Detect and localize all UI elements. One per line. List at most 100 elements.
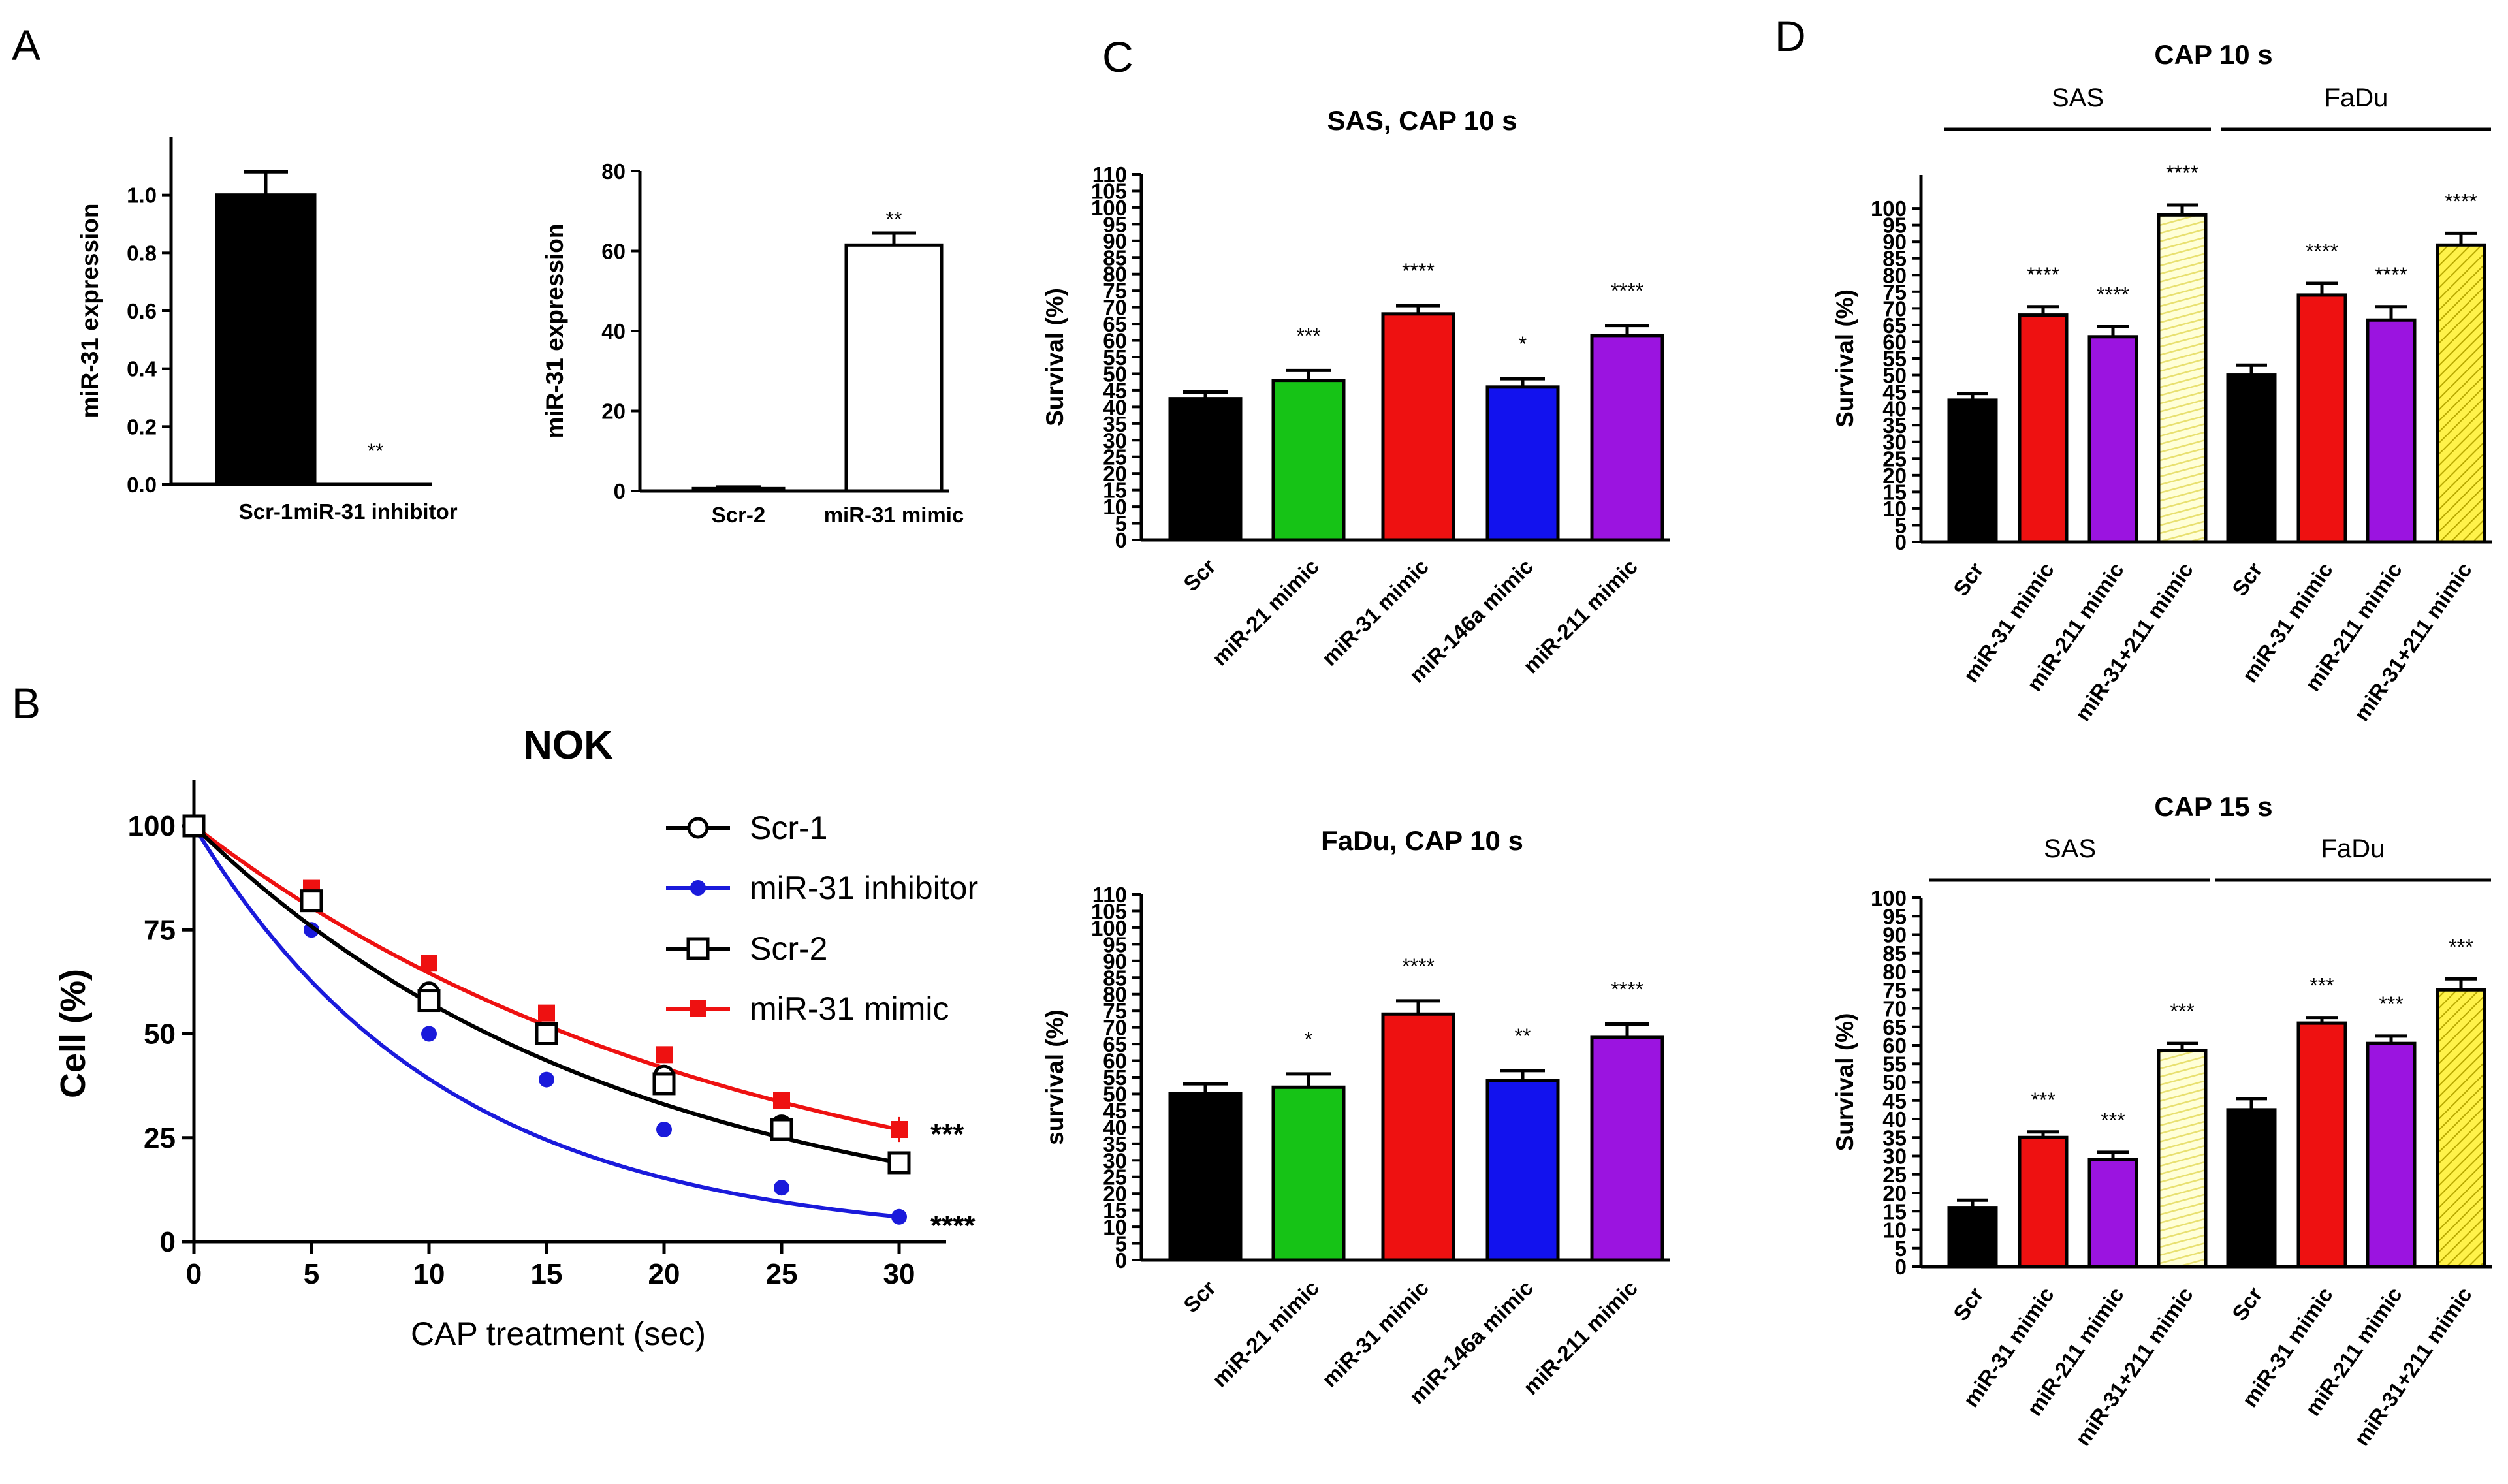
category-label: miR-31 inhibitor	[293, 499, 457, 524]
significance-label: *	[1305, 1028, 1312, 1051]
y-tick-label: 60	[601, 240, 626, 264]
significance-label: ****	[2445, 189, 2477, 213]
y-tick-label: 30	[1882, 430, 1907, 454]
y-tick-label: 35	[1103, 1132, 1127, 1156]
y-tick-label: 0	[1115, 1248, 1127, 1272]
y-tick-label: 40	[1882, 397, 1907, 421]
y-tick-label: 95	[1882, 904, 1907, 928]
y-tick-label: 15	[1103, 1199, 1127, 1223]
significance-label: ***	[1296, 324, 1320, 347]
chart-title: CAP 10 s	[2154, 39, 2272, 70]
y-tick-label: 105	[1091, 899, 1127, 923]
y-tick-label: 45	[1103, 1099, 1127, 1123]
y-tick-label: 55	[1882, 1052, 1907, 1076]
y-tick-label: 90	[1103, 949, 1127, 973]
y-tick-label: 75	[1103, 999, 1127, 1023]
data-point	[891, 1121, 908, 1139]
chart-d2-cap15: CAP 15 s 05101520253035404550556065707580…	[1832, 791, 2492, 1450]
category-label: miR-21 mimic	[1207, 1276, 1324, 1392]
y-tick-label: 60	[1103, 1049, 1127, 1073]
category-label: Scr	[2227, 1283, 2267, 1325]
y-tick-label: 0.4	[127, 357, 157, 381]
y-tick-label: 70	[1103, 296, 1127, 320]
y-tick-label: 0.2	[127, 415, 157, 439]
y-tick-label: 20	[1103, 1182, 1127, 1206]
bar	[2157, 213, 2208, 544]
data-point	[304, 922, 319, 938]
y-axis-label: survival (%)	[1041, 1009, 1068, 1145]
bar	[1947, 1206, 1998, 1269]
y-tick-label: 25	[1103, 1165, 1127, 1190]
panel-label-b: B	[12, 679, 40, 727]
y-tick-label: 20	[1882, 464, 1907, 488]
x-tick-label: 10	[413, 1258, 445, 1290]
significance-label: *	[1519, 332, 1527, 356]
y-tick-label: 80	[601, 159, 626, 183]
category-label: miR-31+211 mimic	[2071, 558, 2198, 725]
y-tick-label: 30	[1103, 428, 1127, 452]
y-axis-label: Survival (%)	[1041, 288, 1068, 426]
y-tick-label: 10	[1882, 497, 1907, 521]
y-tick-label: 110	[1092, 883, 1127, 907]
significance-label: ***	[2031, 1088, 2055, 1112]
y-tick-label: 80	[1103, 983, 1127, 1007]
chart-a1-inhibitor-expression: 0.0 0.2 0.4 0.6 0.8 1.0 miR-31 expression Scr-1…	[76, 137, 458, 524]
category-label: miR-31+211 mimic	[2349, 1283, 2477, 1450]
y-tick-label: 40	[1103, 1115, 1127, 1139]
y-tick-label: 15	[1882, 1199, 1907, 1224]
x-tick-label: 5	[304, 1258, 319, 1290]
y-tick-label: 95	[1103, 932, 1127, 956]
category-label: Scr	[2227, 558, 2267, 601]
data-point	[535, 1022, 558, 1045]
y-tick-label: 70	[1103, 1016, 1127, 1040]
panel-label-c: C	[1102, 33, 1134, 81]
y-tick-label: 110	[1092, 163, 1127, 187]
chart-c1-sas-cap10: SAS, CAP 10 s051015202530354045505560657…	[1041, 105, 1670, 687]
bar	[844, 243, 944, 493]
data-point	[300, 889, 323, 913]
chart-d1-cap10: CAP 10 s 05101520253035404550556065707580…	[1832, 39, 2492, 725]
y-tick-label: 85	[1882, 247, 1907, 271]
bar	[2366, 1041, 2417, 1269]
y-tick-label: 5	[1115, 1232, 1127, 1256]
y-tick-label: 25	[144, 1122, 176, 1154]
series-mir-31-inhibitor	[186, 818, 907, 1225]
y-tick-label: 20	[1882, 1181, 1907, 1205]
bar	[1947, 398, 1998, 544]
y-tick-label: 5	[1115, 512, 1127, 536]
y-tick-label: 45	[1103, 379, 1127, 403]
bar	[1590, 334, 1664, 542]
group-label: FaDu	[2321, 834, 2385, 863]
y-tick-label: 5	[1895, 513, 1907, 537]
y-tick-label: 60	[1882, 1034, 1907, 1058]
data-point	[770, 1118, 793, 1141]
y-tick-label: 90	[1882, 230, 1907, 254]
data-point	[656, 1046, 673, 1064]
y-tick-label: 25	[1882, 1163, 1907, 1187]
y-tick-label: 0.6	[127, 299, 157, 323]
x-tick-label: 25	[766, 1258, 798, 1290]
group-label: SAS	[2044, 834, 2096, 863]
y-tick-label: 80	[1882, 263, 1907, 287]
legend-label: Scr-1	[750, 810, 827, 846]
category-label: miR-211 mimic	[1518, 554, 1642, 678]
significance-label: ***	[2379, 992, 2403, 1016]
bar	[2436, 988, 2486, 1269]
bar	[1381, 312, 1455, 542]
legend-label: miR-31 inhibitor	[750, 870, 978, 906]
bar	[1168, 397, 1243, 542]
y-tick-label: 35	[1882, 413, 1907, 437]
category-label: miR-31+211 mimic	[2071, 1283, 2198, 1450]
category-label: Scr	[1179, 554, 1220, 596]
x-tick-label: 30	[883, 1258, 915, 1290]
significance-label: ***	[930, 1118, 964, 1150]
data-point	[690, 1000, 706, 1017]
significance-label: ****	[1611, 978, 1643, 1002]
bar	[2436, 243, 2486, 544]
significance-label: ****	[2375, 263, 2407, 287]
significance-label: **	[368, 439, 384, 463]
y-tick-label: 0	[160, 1226, 176, 1258]
chart-c2-fadu-cap10: FaDu, CAP 10 s 05101520253035404550556065…	[1041, 825, 1670, 1409]
category-label: Scr-1	[239, 499, 293, 524]
